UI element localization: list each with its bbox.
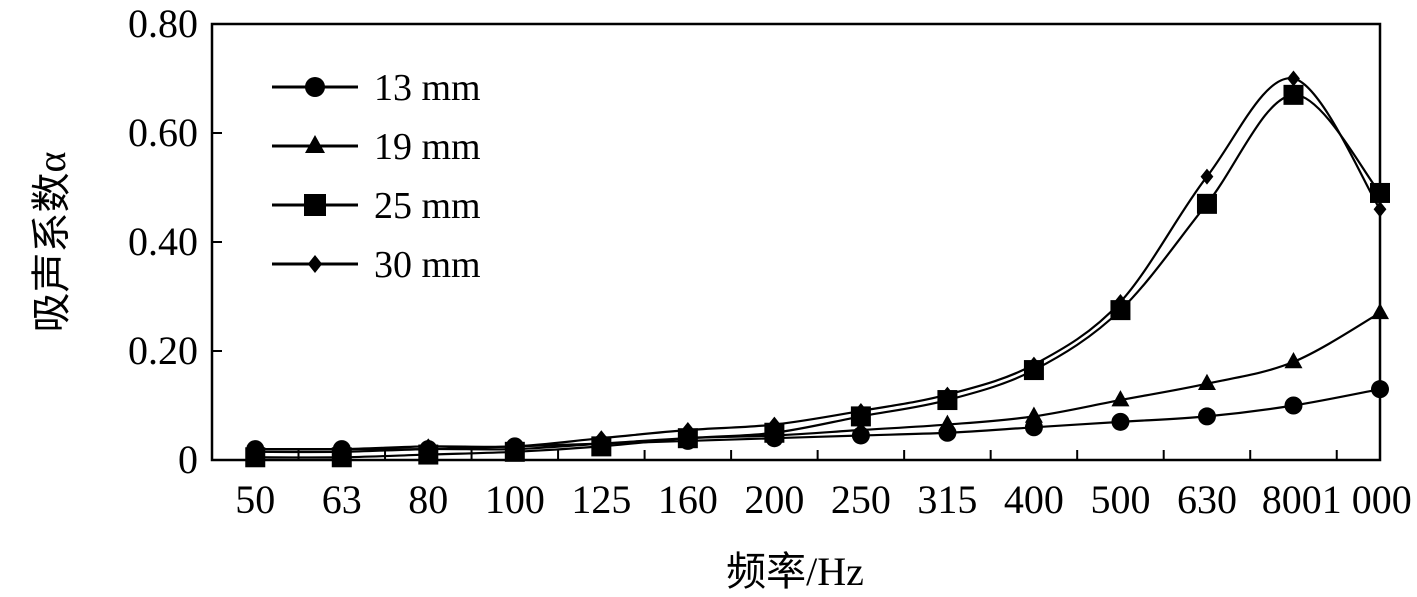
x-tick-label: 500	[1090, 477, 1150, 522]
data-point	[764, 422, 785, 443]
data-point	[1283, 84, 1304, 105]
data-point	[677, 428, 698, 449]
x-tick-label: 50	[235, 477, 275, 522]
data-point	[335, 441, 349, 458]
x-tick-label: 200	[744, 477, 804, 522]
x-tick-label: 250	[831, 477, 891, 522]
legend-label: 13 mm	[374, 67, 481, 109]
legend-item: 30 mm	[272, 244, 481, 286]
data-point	[767, 416, 781, 433]
data-point	[508, 438, 522, 455]
data-point	[421, 438, 435, 455]
y-tick-label: 0.20	[128, 328, 198, 373]
data-point	[851, 420, 870, 437]
legend-marker	[304, 194, 326, 216]
legend-item: 13 mm	[272, 67, 481, 109]
data-point	[1027, 356, 1041, 373]
y-axis-title-group: 吸声系数α	[29, 151, 74, 332]
data-point	[1371, 302, 1389, 320]
data-point	[591, 436, 612, 457]
legend-marker	[305, 135, 325, 153]
series-1	[246, 302, 1389, 459]
legend-item: 19 mm	[272, 126, 481, 168]
data-point	[1197, 373, 1216, 390]
x-tick-label: 100	[485, 477, 545, 522]
x-tick-label: 315	[917, 477, 977, 522]
data-point	[1024, 418, 1043, 437]
data-point	[1370, 182, 1390, 203]
data-point	[418, 444, 439, 465]
y-axis-title: 吸声系数α	[29, 151, 74, 332]
legend-item: 25 mm	[272, 185, 481, 227]
y-tick-label: 0.60	[128, 110, 198, 155]
x-tick-label: 125	[571, 477, 631, 522]
legend-marker	[305, 77, 325, 97]
data-point	[1284, 352, 1303, 369]
data-point	[1200, 168, 1214, 185]
x-tick-label: 400	[1004, 477, 1064, 522]
legend-marker	[307, 255, 323, 273]
data-point	[854, 402, 868, 419]
data-point	[1371, 380, 1389, 399]
legend-label: 30 mm	[374, 244, 481, 286]
legend-label: 25 mm	[374, 185, 481, 227]
data-point	[681, 422, 695, 439]
data-point	[1110, 300, 1131, 321]
legend-label: 19 mm	[374, 126, 481, 168]
x-tick-label: 80	[408, 477, 448, 522]
y-tick-label: 0	[178, 437, 198, 482]
y-tick-label: 0.80	[128, 1, 198, 46]
data-point	[1114, 293, 1127, 310]
series-3	[248, 70, 1387, 458]
data-point	[245, 447, 266, 468]
data-point	[1197, 407, 1216, 426]
data-point	[1287, 70, 1300, 87]
x-tick-label: 8001 000	[1262, 477, 1412, 522]
plot-area: 0 0.20 0.40 0.60 0.80 50 63 80 100 125 160 200 250 31…	[128, 1, 1412, 522]
data-point	[1024, 406, 1043, 423]
data-point	[1111, 390, 1130, 407]
x-tick-label: 63	[322, 477, 362, 522]
data-point	[248, 441, 262, 458]
data-point	[594, 430, 608, 447]
data-point	[1373, 201, 1387, 218]
data-point	[1196, 193, 1217, 214]
x-tick-label: 630	[1177, 477, 1237, 522]
data-point	[1284, 396, 1303, 415]
data-point	[1111, 412, 1130, 431]
x-axis-title: 频率/Hz	[726, 549, 864, 594]
y-tick-label: 0.40	[128, 219, 198, 264]
data-point	[941, 386, 954, 403]
x-tick-label: 160	[658, 477, 718, 522]
data-point	[331, 447, 352, 468]
data-point	[938, 414, 957, 431]
